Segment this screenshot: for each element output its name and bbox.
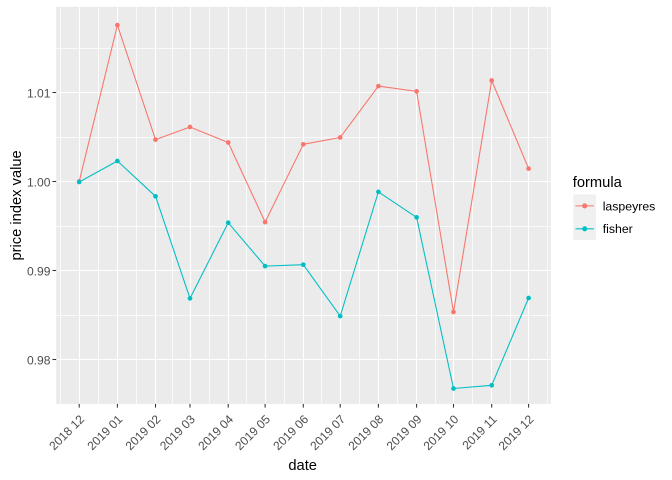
svg-text:date: date [288,458,317,474]
svg-text:price index value: price index value [9,150,25,260]
svg-text:fisher: fisher [603,222,633,236]
svg-text:0.98: 0.98 [27,353,51,367]
svg-text:0.99: 0.99 [27,264,51,278]
svg-text:1.01: 1.01 [27,86,51,100]
svg-text:formula: formula [573,175,623,191]
svg-text:laspeyres: laspeyres [603,199,656,213]
svg-text:1.00: 1.00 [27,175,51,189]
